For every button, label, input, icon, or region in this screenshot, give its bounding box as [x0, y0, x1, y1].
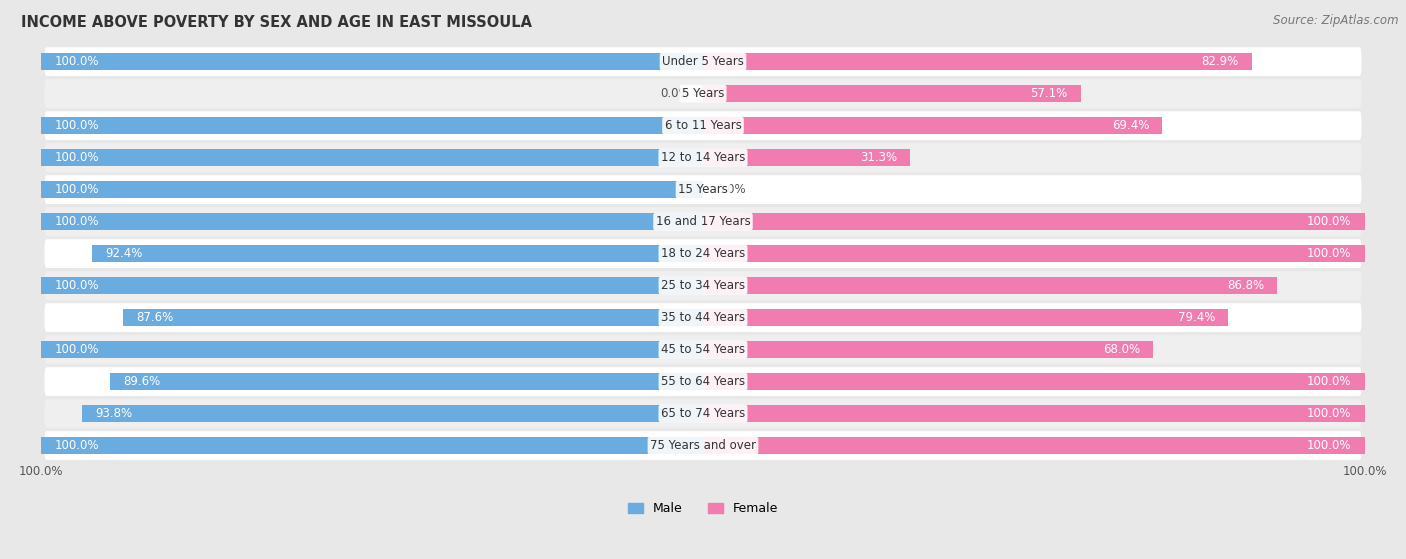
Text: 57.1%: 57.1% — [1031, 87, 1067, 100]
Text: 100.0%: 100.0% — [1308, 375, 1351, 388]
Bar — [703, 53, 1251, 70]
Bar — [91, 245, 703, 262]
Text: 5 Years: 5 Years — [682, 87, 724, 100]
FancyBboxPatch shape — [45, 143, 1361, 172]
Bar — [703, 85, 1081, 102]
Text: 86.8%: 86.8% — [1227, 279, 1264, 292]
Text: 0.0%: 0.0% — [661, 87, 690, 100]
Text: 100.0%: 100.0% — [1308, 407, 1351, 420]
Bar — [703, 373, 1365, 390]
Text: 100.0%: 100.0% — [20, 466, 63, 479]
Text: 15 Years: 15 Years — [678, 183, 728, 196]
FancyBboxPatch shape — [45, 79, 1361, 108]
Bar — [703, 309, 1229, 326]
Text: 82.9%: 82.9% — [1201, 55, 1239, 68]
Text: 100.0%: 100.0% — [1343, 466, 1386, 479]
Text: 75 Years and over: 75 Years and over — [650, 439, 756, 452]
Text: 55 to 64 Years: 55 to 64 Years — [661, 375, 745, 388]
Text: 100.0%: 100.0% — [1308, 215, 1351, 228]
Bar — [41, 53, 703, 70]
Text: 35 to 44 Years: 35 to 44 Years — [661, 311, 745, 324]
Text: 89.6%: 89.6% — [124, 375, 160, 388]
FancyBboxPatch shape — [45, 335, 1361, 364]
Text: 25 to 34 Years: 25 to 34 Years — [661, 279, 745, 292]
Text: 93.8%: 93.8% — [96, 407, 132, 420]
Legend: Male, Female: Male, Female — [628, 503, 778, 515]
Bar — [41, 437, 703, 454]
Bar — [703, 437, 1365, 454]
Bar — [41, 181, 703, 198]
Bar — [41, 277, 703, 295]
Bar — [110, 373, 703, 390]
Bar — [41, 149, 703, 167]
Bar — [703, 277, 1278, 295]
Text: 100.0%: 100.0% — [55, 183, 98, 196]
Text: INCOME ABOVE POVERTY BY SEX AND AGE IN EAST MISSOULA: INCOME ABOVE POVERTY BY SEX AND AGE IN E… — [21, 15, 533, 30]
Bar — [41, 341, 703, 358]
FancyBboxPatch shape — [45, 399, 1361, 428]
Text: 87.6%: 87.6% — [136, 311, 174, 324]
Text: 68.0%: 68.0% — [1102, 343, 1140, 356]
Text: 100.0%: 100.0% — [55, 215, 98, 228]
Text: 100.0%: 100.0% — [55, 151, 98, 164]
Bar — [703, 117, 1163, 135]
Text: 69.4%: 69.4% — [1112, 119, 1149, 132]
Text: 92.4%: 92.4% — [105, 247, 142, 260]
Text: 6 to 11 Years: 6 to 11 Years — [665, 119, 741, 132]
Text: 45 to 54 Years: 45 to 54 Years — [661, 343, 745, 356]
FancyBboxPatch shape — [45, 303, 1361, 332]
FancyBboxPatch shape — [45, 111, 1361, 140]
Text: Under 5 Years: Under 5 Years — [662, 55, 744, 68]
FancyBboxPatch shape — [45, 207, 1361, 236]
FancyBboxPatch shape — [45, 431, 1361, 460]
Bar — [703, 245, 1365, 262]
Text: 12 to 14 Years: 12 to 14 Years — [661, 151, 745, 164]
Text: Source: ZipAtlas.com: Source: ZipAtlas.com — [1274, 14, 1399, 27]
Bar — [703, 341, 1153, 358]
Text: 16 and 17 Years: 16 and 17 Years — [655, 215, 751, 228]
Text: 65 to 74 Years: 65 to 74 Years — [661, 407, 745, 420]
Bar — [703, 405, 1365, 423]
Text: 100.0%: 100.0% — [1308, 247, 1351, 260]
FancyBboxPatch shape — [45, 48, 1361, 76]
Bar — [703, 213, 1365, 230]
Text: 31.3%: 31.3% — [860, 151, 897, 164]
Text: 18 to 24 Years: 18 to 24 Years — [661, 247, 745, 260]
Text: 100.0%: 100.0% — [55, 119, 98, 132]
Bar — [124, 309, 703, 326]
Bar — [83, 405, 703, 423]
Bar — [703, 149, 910, 167]
Text: 79.4%: 79.4% — [1178, 311, 1215, 324]
FancyBboxPatch shape — [45, 271, 1361, 300]
Bar — [41, 213, 703, 230]
FancyBboxPatch shape — [45, 239, 1361, 268]
Bar — [41, 117, 703, 135]
Text: 100.0%: 100.0% — [55, 343, 98, 356]
Text: 0.0%: 0.0% — [716, 183, 745, 196]
Text: 100.0%: 100.0% — [55, 439, 98, 452]
Text: 100.0%: 100.0% — [55, 55, 98, 68]
FancyBboxPatch shape — [45, 175, 1361, 204]
Text: 100.0%: 100.0% — [55, 279, 98, 292]
FancyBboxPatch shape — [45, 367, 1361, 396]
Text: 100.0%: 100.0% — [1308, 439, 1351, 452]
